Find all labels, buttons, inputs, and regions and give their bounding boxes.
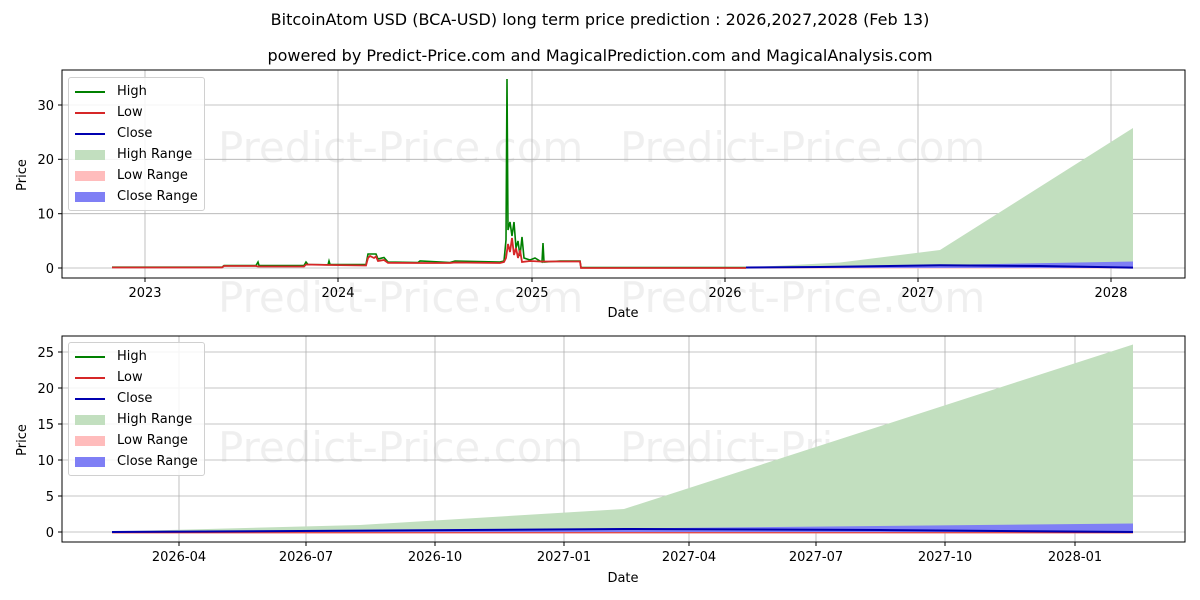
legend-bottom: High Low Close High Range Low Range Clos… — [68, 342, 205, 476]
bottom-chart: Predict-Price.com Predict-Price.com — [15, 335, 1186, 586]
svg-text:20: 20 — [37, 153, 54, 168]
svg-text:2023: 2023 — [128, 286, 161, 301]
legend-item-close-range: Close Range — [75, 186, 198, 207]
close-line — [745, 264, 1134, 269]
svg-text:5: 5 — [46, 490, 54, 505]
legend-item-low-range: Low Range — [75, 430, 198, 451]
svg-text:20: 20 — [37, 382, 54, 397]
watermark: Predict-Price.com — [218, 423, 583, 472]
high-line — [112, 78, 746, 269]
legend-item-close: Close — [75, 388, 198, 409]
legend-item-high: High — [75, 81, 198, 102]
legend-line-swatch — [75, 376, 105, 379]
svg-text:10: 10 — [37, 208, 54, 223]
svg-text:2027-07: 2027-07 — [789, 550, 843, 565]
low-range-area — [746, 268, 1133, 269]
chart-title: BitcoinAtom USD (BCA-USD) long term pric… — [270, 10, 930, 29]
watermark: Predict-Price.com — [620, 273, 985, 322]
legend-patch-swatch — [75, 456, 105, 467]
x-axis-label: Date — [607, 306, 638, 321]
svg-text:15: 15 — [37, 418, 54, 433]
legend-item-low-range: Low Range — [75, 165, 198, 186]
legend-item-close-range: Close Range — [75, 451, 198, 472]
svg-text:2027-01: 2027-01 — [537, 550, 591, 565]
x-tick-labels: 2023 2024 2025 2026 2027 2028 — [128, 286, 1127, 301]
watermark: Predict-Price.com — [218, 123, 583, 172]
y-axis-label: Price — [15, 424, 30, 456]
x-tick-labels: 2026-04 2026-07 2026-10 2027-01 2027-04 … — [152, 550, 1102, 565]
svg-text:2026-10: 2026-10 — [408, 550, 462, 565]
legend-item-high: High — [75, 346, 198, 367]
legend-patch-swatch — [75, 149, 105, 160]
legend-item-close: Close — [75, 123, 198, 144]
svg-text:2028-01: 2028-01 — [1048, 550, 1102, 565]
plot-frame — [61, 335, 1186, 543]
svg-text:0: 0 — [46, 526, 54, 541]
legend-line-swatch — [75, 397, 105, 400]
close-line — [111, 527, 1134, 533]
top-chart: Predict-Price.com Predict-Price.com Pred… — [15, 69, 1186, 322]
x-axis-label: Date — [607, 571, 638, 586]
legend-line-swatch — [75, 132, 105, 135]
legend-line-swatch — [75, 355, 105, 358]
svg-text:30: 30 — [37, 99, 54, 114]
svg-text:2028: 2028 — [1094, 286, 1127, 301]
high-range-area — [112, 344, 1133, 532]
svg-text:10: 10 — [37, 454, 54, 469]
svg-text:2026-07: 2026-07 — [279, 550, 333, 565]
svg-text:2027: 2027 — [901, 286, 934, 301]
legend-item-high-range: High Range — [75, 144, 198, 165]
y-tick-labels: 0 10 20 30 — [37, 99, 54, 277]
legend-line-swatch — [75, 90, 105, 93]
low-line — [112, 237, 746, 269]
legend-item-low: Low — [75, 367, 198, 388]
svg-text:25: 25 — [37, 346, 54, 361]
y-tick-labels: 0 5 10 15 20 25 — [37, 346, 54, 541]
legend-item-high-range: High Range — [75, 409, 198, 430]
legend-top: High Low Close High Range Low Range Clos… — [68, 77, 205, 211]
svg-text:2027-04: 2027-04 — [662, 550, 716, 565]
y-axis-label: Price — [15, 159, 30, 191]
plot-frame — [61, 69, 1186, 279]
watermark: Predict-Price.com — [218, 273, 583, 322]
high-range-area — [746, 128, 1133, 268]
watermark: Predict-Price.com — [620, 123, 985, 172]
svg-text:2026-04: 2026-04 — [152, 550, 206, 565]
legend-patch-swatch — [75, 191, 105, 202]
legend-item-low: Low — [75, 102, 198, 123]
chart-subtitle: powered by Predict-Price.com and Magical… — [267, 46, 933, 65]
svg-text:2026: 2026 — [708, 286, 741, 301]
legend-patch-swatch — [75, 414, 105, 425]
svg-text:0: 0 — [46, 262, 54, 277]
legend-patch-swatch — [75, 170, 105, 181]
legend-patch-swatch — [75, 435, 105, 446]
svg-text:2025: 2025 — [515, 286, 548, 301]
svg-text:2024: 2024 — [321, 286, 354, 301]
svg-text:2027-10: 2027-10 — [918, 550, 972, 565]
legend-line-swatch — [75, 111, 105, 114]
